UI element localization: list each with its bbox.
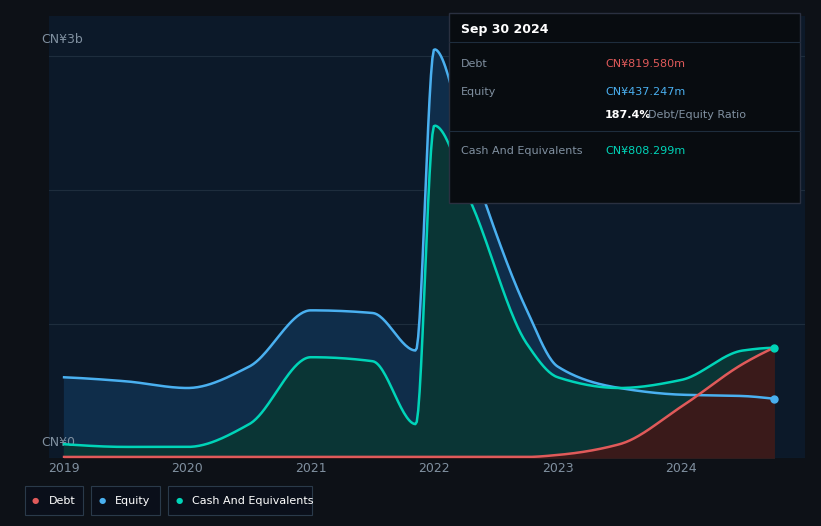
Text: ●: ● xyxy=(32,496,39,505)
Text: ●: ● xyxy=(99,496,105,505)
Text: Debt: Debt xyxy=(48,495,76,506)
Text: CN¥0: CN¥0 xyxy=(42,436,76,449)
Text: CN¥808.299m: CN¥808.299m xyxy=(605,146,686,156)
Text: 187.4%: 187.4% xyxy=(605,110,652,120)
Point xyxy=(767,343,780,352)
Text: Cash And Equivalents: Cash And Equivalents xyxy=(192,495,314,506)
Text: CN¥819.580m: CN¥819.580m xyxy=(605,59,685,69)
Text: Equity: Equity xyxy=(115,495,150,506)
Text: CN¥3b: CN¥3b xyxy=(42,34,84,46)
Text: CN¥437.247m: CN¥437.247m xyxy=(605,86,686,97)
Text: Equity: Equity xyxy=(461,86,496,97)
Text: ●: ● xyxy=(176,496,182,505)
Text: Debt/Equity Ratio: Debt/Equity Ratio xyxy=(648,110,745,120)
Point xyxy=(767,394,780,403)
Text: Sep 30 2024: Sep 30 2024 xyxy=(461,24,548,36)
Text: Cash And Equivalents: Cash And Equivalents xyxy=(461,146,582,156)
Text: Debt: Debt xyxy=(461,59,488,69)
